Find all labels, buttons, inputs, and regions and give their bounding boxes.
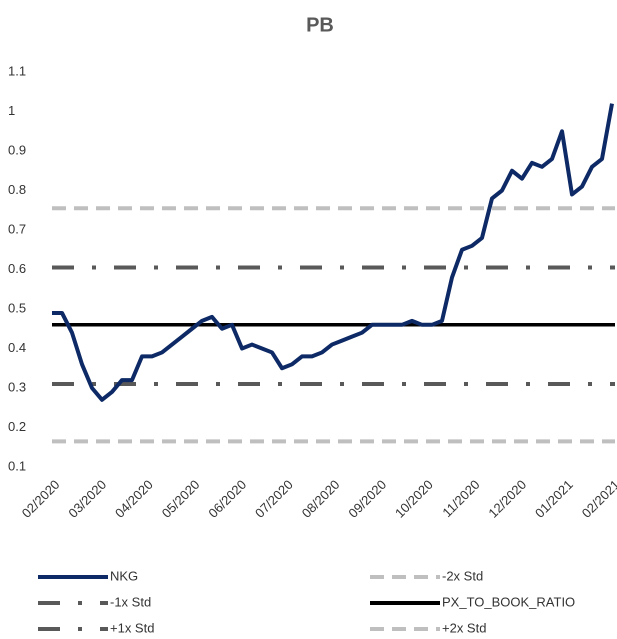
chart-title: PB xyxy=(306,14,334,36)
legend-label: +2x Std xyxy=(442,620,486,635)
x-tick-label: 02/2021 xyxy=(579,477,617,521)
y-tick-label: 1.1 xyxy=(8,63,26,78)
x-tick-label: 03/2020 xyxy=(65,477,109,521)
y-tick-label: 0.5 xyxy=(8,300,26,315)
legend-label: NKG xyxy=(110,568,138,583)
x-tick-label: 01/2021 xyxy=(532,477,576,521)
legend-label: -1x Std xyxy=(110,594,151,609)
y-tick-label: 0.1 xyxy=(8,458,26,473)
legend-label: PX_TO_BOOK_RATIO xyxy=(442,594,575,609)
x-tick-label: 05/2020 xyxy=(159,477,203,521)
x-tick-label: 07/2020 xyxy=(252,477,296,521)
legend-label: -2x Std xyxy=(442,568,483,583)
x-tick-label: 06/2020 xyxy=(205,477,249,521)
y-tick-label: 1 xyxy=(8,103,15,118)
x-tick-label: 08/2020 xyxy=(299,477,343,521)
x-tick-label: 02/2020 xyxy=(19,477,63,521)
y-tick-label: 0.2 xyxy=(8,419,26,434)
y-tick-label: 0.9 xyxy=(8,142,26,157)
y-tick-label: 0.7 xyxy=(8,221,26,236)
x-tick-label: 09/2020 xyxy=(345,477,389,521)
y-tick-label: 0.4 xyxy=(8,340,26,355)
y-tick-label: 0.6 xyxy=(8,261,26,276)
y-tick-label: 0.8 xyxy=(8,182,26,197)
data-line xyxy=(52,103,614,402)
x-tick-label: 11/2020 xyxy=(439,477,482,520)
y-tick-label: 0.3 xyxy=(8,379,26,394)
x-tick-label: 04/2020 xyxy=(112,477,156,521)
x-tick-label: 10/2020 xyxy=(392,477,436,521)
legend-label: +1x Std xyxy=(110,620,154,635)
x-tick-label: 12/2020 xyxy=(485,477,529,521)
